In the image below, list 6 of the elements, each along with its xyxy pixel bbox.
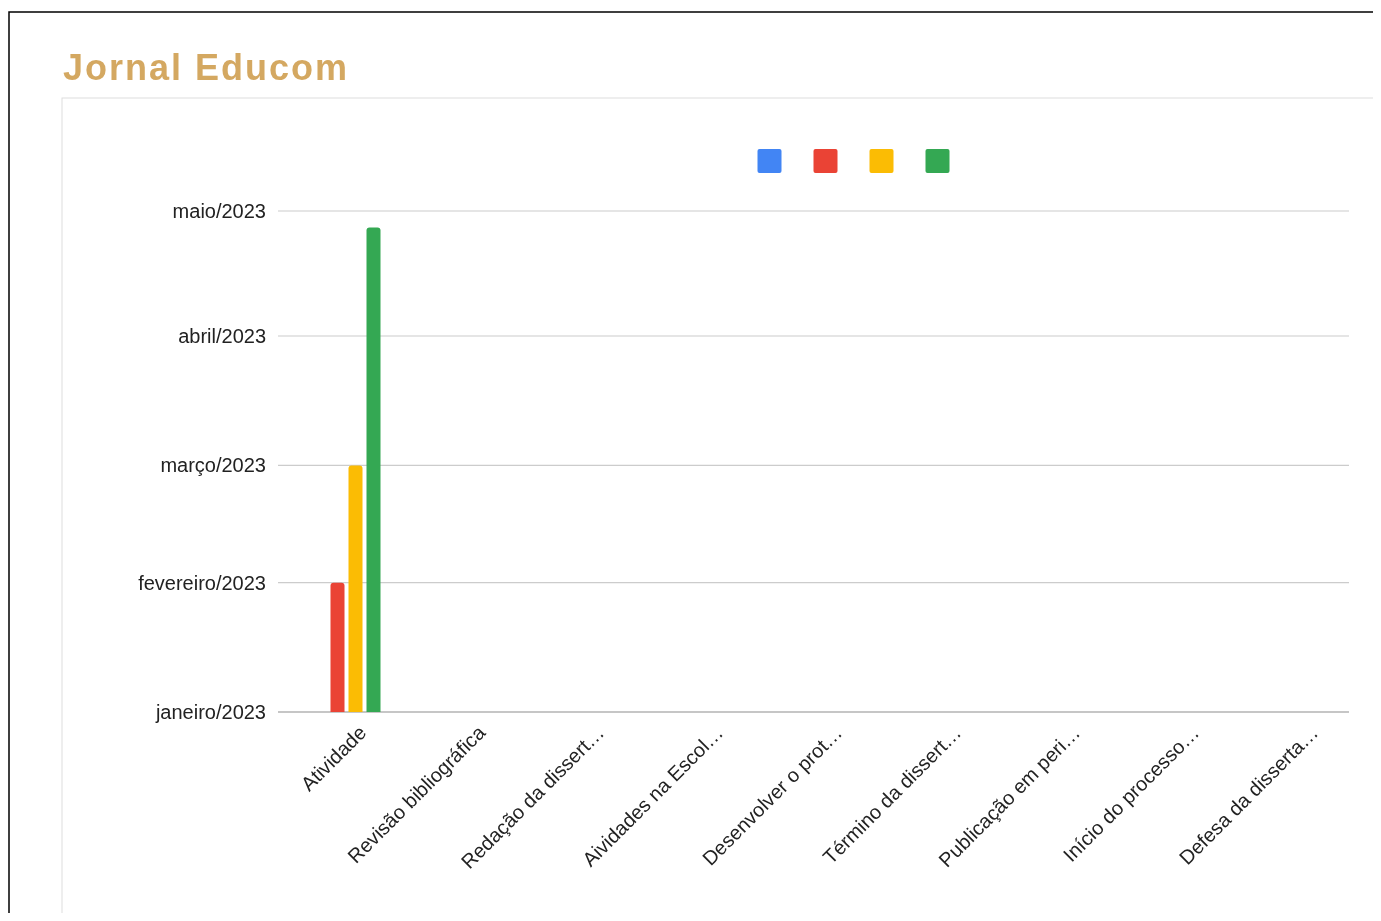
ref-line-label: maio/2023 (172, 200, 266, 222)
chart-title: Jornal Educom (63, 47, 350, 88)
ref-line-label: fevereiro/2023 (138, 571, 266, 594)
ref-line-label: janeiro/2023 (154, 701, 266, 723)
ref-line-label: abril/2023 (178, 325, 266, 348)
ref-line-label: março/2023 (160, 454, 266, 477)
